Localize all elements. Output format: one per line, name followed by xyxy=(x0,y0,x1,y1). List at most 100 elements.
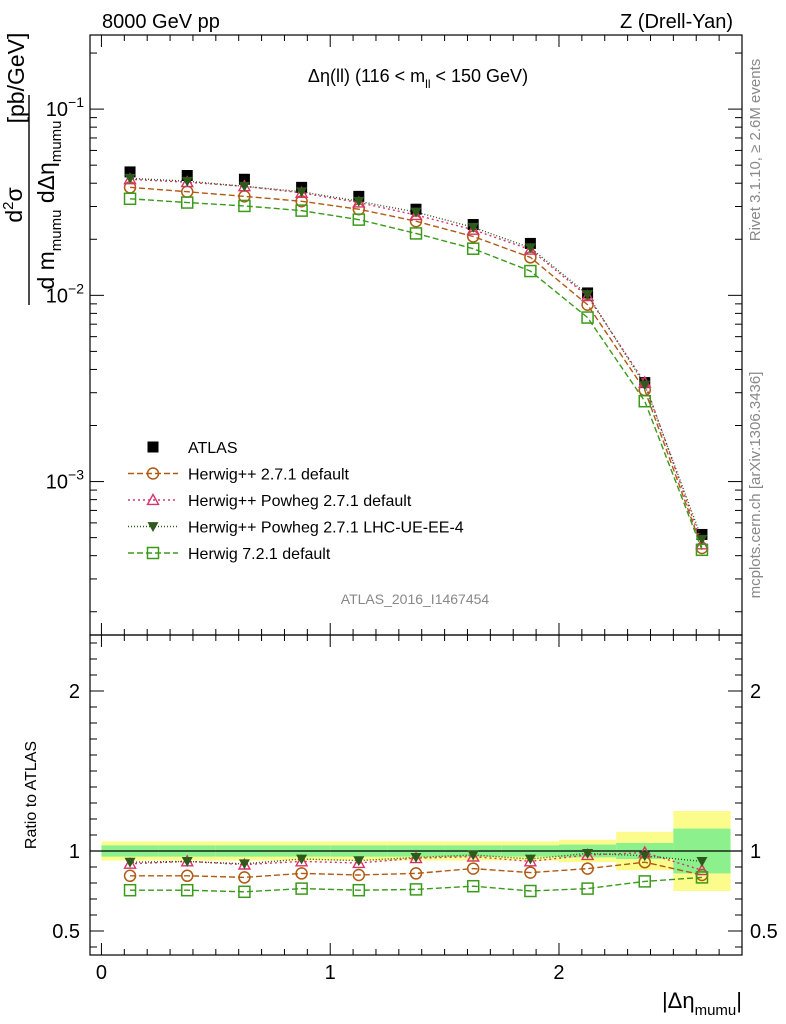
legend-label-1: Herwig++ 2.7.1 default xyxy=(188,467,350,484)
legend-label-3: Herwig++ Powheg 2.7.1 LHC-UE-EE-4 xyxy=(188,520,464,537)
series-3-ratio-point xyxy=(582,849,594,859)
y-axis-label: d2σ d mmumu dΔηmumu [pb/GeV] xyxy=(0,33,65,305)
series-2-point xyxy=(523,242,538,255)
y-tick-label-2: 10−2 xyxy=(46,280,84,307)
series-1-ratio-point xyxy=(352,868,366,882)
series-3-point xyxy=(296,187,308,198)
series-4-point xyxy=(524,264,537,278)
series-2-ratio-point xyxy=(294,854,309,867)
axis-ticks xyxy=(90,35,742,955)
series-4-ratio-point xyxy=(524,884,537,898)
legend-marker-4 xyxy=(146,546,160,560)
series-4-line xyxy=(129,198,703,551)
chart-title: Δη(ll) (116 < mll < 150 GeV) xyxy=(308,66,528,91)
ratio-y-axis-label: Ratio to ATLAS xyxy=(23,741,40,849)
legend-marker-0 xyxy=(147,441,159,453)
series-2-ratio-point xyxy=(466,849,480,862)
mcplots-label: mcplots.cern.ch [arXiv:1306.3436] xyxy=(747,372,764,599)
series-1-ratio-point xyxy=(581,862,594,875)
main-frame xyxy=(89,34,743,636)
legend-label-0: ATLAS xyxy=(188,440,238,457)
series-4-point xyxy=(695,543,709,557)
header-right: Z (Drell-Yan) xyxy=(620,11,733,33)
ratio-y-tick-labels: 0.5 1 2 0.5 1 2 xyxy=(52,681,778,943)
series-4-point xyxy=(238,199,251,213)
series-2-ratio-point xyxy=(580,848,595,861)
legend-label-4: Herwig 7.2.1 default xyxy=(188,546,331,563)
series-1-ratio-line xyxy=(130,861,703,879)
series-3-point xyxy=(524,243,536,254)
y-tick-label-3: 10−3 xyxy=(46,467,84,494)
y-axis-label-numerator: d2σ xyxy=(0,187,27,222)
series-3-point xyxy=(181,176,193,187)
legend-marker-2 xyxy=(146,493,160,506)
ratio-tick-label-right-1: 1 xyxy=(750,841,761,863)
series-2-ratio-point xyxy=(123,856,137,869)
x-axis-label: |Δηmumu| xyxy=(662,988,742,1019)
series-4-ratio-point xyxy=(352,883,366,897)
series-4-point xyxy=(638,394,652,408)
series-4-point xyxy=(581,311,594,324)
series-4-point xyxy=(466,242,480,255)
series-2-ratio-point xyxy=(695,863,709,876)
series-3-ratio-line xyxy=(130,852,703,865)
ratio-frame xyxy=(89,634,743,956)
ratio-tick-label-right-2: 2 xyxy=(750,681,761,703)
legend-marker-1 xyxy=(146,467,160,480)
series-4-ratio-point xyxy=(238,885,251,899)
series-1-ratio-point xyxy=(123,869,137,883)
series-4-point xyxy=(180,196,194,209)
series-3-point xyxy=(410,207,422,218)
series-2-line xyxy=(129,178,703,545)
series-3-ratio-point xyxy=(696,857,708,867)
series-2-ratio-point xyxy=(352,856,366,869)
series-4-point xyxy=(409,227,423,240)
series-3-point xyxy=(467,222,479,233)
series-4-ratio-point xyxy=(295,882,308,895)
series-4-ratio-point xyxy=(581,882,594,895)
series-3-ratio-point xyxy=(639,851,651,862)
ratio-tick-label-left-2: 2 xyxy=(69,681,80,703)
series-3-ratio-point xyxy=(467,850,479,861)
series-1-ratio-point xyxy=(466,862,480,875)
series-3-point xyxy=(353,196,365,207)
series-3-point xyxy=(582,290,594,301)
series-4-ratio-point xyxy=(695,871,709,884)
series-0-point xyxy=(124,166,136,178)
x-tick-labels: 0 1 2 xyxy=(96,962,565,984)
series-3-ratio-point xyxy=(524,854,536,865)
y-axis-label-unit: [pb/GeV] xyxy=(3,33,29,124)
legend-marker-3 xyxy=(147,522,159,532)
series-4-ratio-point xyxy=(123,883,137,897)
series-4-point xyxy=(352,213,366,226)
series-1-ratio-point xyxy=(180,869,194,883)
series-2-point xyxy=(352,195,366,208)
series-1-ratio-point xyxy=(238,871,251,884)
series-3-ratio-point xyxy=(353,856,365,867)
y-tick-label-1: 10−1 xyxy=(46,94,84,121)
series-2-point xyxy=(466,222,480,235)
series-0-point xyxy=(238,173,250,185)
series-4-ratio-point xyxy=(180,883,194,897)
series-1-ratio-point xyxy=(409,867,423,880)
series-4-point xyxy=(123,192,137,206)
series-2-ratio-point xyxy=(523,854,538,867)
legend-label-2: Herwig++ Powheg 2.7.1 default xyxy=(188,493,412,510)
series-2-point xyxy=(409,208,423,221)
x-tick-label-2: 2 xyxy=(553,962,564,984)
series-1-line xyxy=(129,186,703,549)
ratio-tick-label-right-0: 0.5 xyxy=(750,921,778,943)
series-3-ratio-point xyxy=(410,853,422,863)
series-4-ratio-point xyxy=(466,879,480,893)
ratio-series-layer xyxy=(123,845,709,899)
x-tick-label-0: 0 xyxy=(96,962,107,984)
series-3-point xyxy=(639,380,651,391)
series-3-point xyxy=(696,534,708,545)
analysis-watermark: ATLAS_2016_I1467454 xyxy=(341,591,490,607)
legend: ATLAS Herwig++ 2.7.1 default Herwig++ Powh… xyxy=(128,440,464,563)
header-left: 8000 GeV pp xyxy=(102,11,220,33)
series-3-ratio-point xyxy=(238,859,250,870)
series-0-point xyxy=(696,528,708,540)
series-3-ratio-point xyxy=(296,854,308,865)
